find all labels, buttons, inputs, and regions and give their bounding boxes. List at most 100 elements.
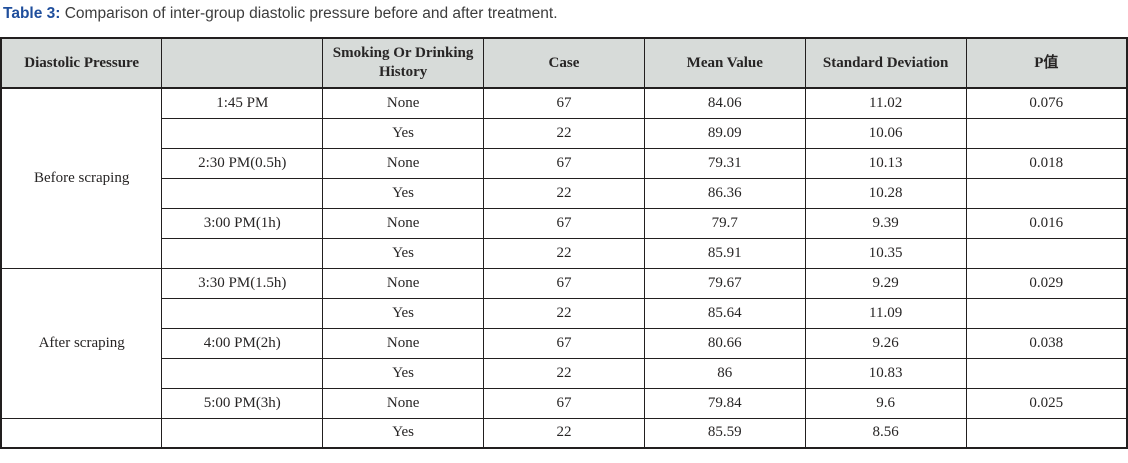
- table-row: 3:00 PM(1h) None 67 79.7 9.39 0.016: [1, 207, 1128, 239]
- cell-case: 67: [483, 207, 645, 239]
- cell-time: [161, 177, 324, 209]
- cell-case: 22: [483, 117, 645, 149]
- cell-history: None: [322, 147, 485, 179]
- cell-mean: 79.84: [643, 387, 806, 419]
- table-row: Yes 22 85.91 10.35: [1, 237, 1128, 269]
- cell-sd: 11.02: [804, 87, 967, 119]
- table-body: Before scraping 1:45 PM None 67 84.06 11…: [0, 87, 1128, 449]
- cell-sd: 10.83: [804, 357, 967, 389]
- cell-case: 22: [483, 177, 645, 209]
- cell-time: 4:00 PM(2h): [161, 327, 324, 359]
- cell-history: Yes: [322, 417, 485, 449]
- table-row: Yes 22 86 10.83: [1, 357, 1128, 389]
- cell-history: None: [322, 387, 485, 419]
- cell-time: 3:00 PM(1h): [161, 207, 324, 239]
- cell-case: 67: [483, 327, 645, 359]
- table-header: Diastolic Pressure Smoking Or Drinking H…: [0, 37, 1128, 89]
- cell-mean: 80.66: [643, 327, 806, 359]
- cell-p: [965, 357, 1128, 389]
- cell-p: 0.029: [965, 267, 1128, 299]
- header-row: Diastolic Pressure Smoking Or Drinking H…: [0, 37, 1128, 89]
- cell-mean: 79.31: [643, 147, 806, 179]
- cell-case: 67: [483, 267, 645, 299]
- cell-sd: 10.35: [804, 237, 967, 269]
- cell-case: 22: [483, 417, 645, 449]
- cell-time: 5:00 PM(3h): [161, 387, 324, 419]
- cell-p: [965, 177, 1128, 209]
- cell-history: Yes: [322, 117, 485, 149]
- table-row: Yes 22 85.59 8.56: [0, 417, 1128, 449]
- cell-history: None: [322, 87, 485, 119]
- cell-history: None: [322, 207, 485, 239]
- cell-p: [965, 237, 1128, 269]
- cell-sd: 9.26: [804, 327, 967, 359]
- cell-p: [965, 117, 1128, 149]
- cell-p: 0.076: [965, 87, 1128, 119]
- header-standard-deviation: Standard Deviation: [804, 37, 967, 89]
- header-diastolic-pressure: Diastolic Pressure: [0, 37, 163, 89]
- cell-time: [161, 297, 324, 329]
- cell-sd: 9.6: [804, 387, 967, 419]
- cell-time: [161, 417, 324, 449]
- cell-p: 0.016: [965, 207, 1128, 239]
- cell-mean: 86.36: [643, 177, 806, 209]
- cell-case: 67: [483, 147, 645, 179]
- cell-case: 22: [483, 357, 645, 389]
- cell-mean: 84.06: [643, 87, 806, 119]
- diastolic-pressure-table: Diastolic Pressure Smoking Or Drinking H…: [0, 37, 1128, 449]
- cell-time: 2:30 PM(0.5h): [161, 147, 324, 179]
- cell-time: 1:45 PM: [161, 87, 324, 119]
- cell-p: [965, 297, 1128, 329]
- table-caption: Table 3: Comparison of inter-group diast…: [0, 0, 1128, 37]
- cell-mean: 85.91: [643, 237, 806, 269]
- cell-case: 67: [483, 87, 645, 119]
- cell-time: [161, 237, 324, 269]
- cell-mean: 89.09: [643, 117, 806, 149]
- header-mean-value: Mean Value: [643, 37, 806, 89]
- table-row: Yes 22 89.09 10.06: [1, 117, 1128, 149]
- table-row: Yes 22 86.36 10.28: [1, 177, 1128, 209]
- cell-history: Yes: [322, 357, 485, 389]
- cell-history: None: [322, 327, 485, 359]
- cell-sd: 10.06: [804, 117, 967, 149]
- cell-sd: 11.09: [804, 297, 967, 329]
- cell-mean: 86: [643, 357, 806, 389]
- cell-history: None: [322, 267, 485, 299]
- table-row: Yes 22 85.64 11.09: [1, 297, 1128, 329]
- cell-p: 0.018: [965, 147, 1128, 179]
- table-row: Before scraping 1:45 PM None 67 84.06 11…: [0, 87, 1128, 269]
- cell-p: 0.038: [965, 327, 1128, 359]
- group-cell-empty: [0, 417, 163, 449]
- cell-sd: 10.13: [804, 147, 967, 179]
- header-smoking-drinking-history: Smoking Or Drinking History: [322, 37, 485, 89]
- table-row: After scraping 3:30 PM(1.5h) None 67 79.…: [0, 267, 1128, 419]
- cell-sd: 8.56: [804, 417, 967, 449]
- group-cell-before-scraping: Before scraping: [0, 87, 163, 269]
- cell-history: Yes: [322, 177, 485, 209]
- cell-history: Yes: [322, 237, 485, 269]
- cell-mean: 79.7: [643, 207, 806, 239]
- cell-time: [161, 117, 324, 149]
- cell-sd: 9.39: [804, 207, 967, 239]
- cell-history: Yes: [322, 297, 485, 329]
- cell-sd: 9.29: [804, 267, 967, 299]
- header-case: Case: [483, 37, 645, 89]
- table-row: 4:00 PM(2h) None 67 80.66 9.26 0.038: [1, 327, 1128, 359]
- cell-time: [161, 357, 324, 389]
- cell-mean: 79.67: [643, 267, 806, 299]
- header-p-value: P值: [965, 37, 1128, 89]
- table-row: 2:30 PM(0.5h) None 67 79.31 10.13 0.018: [1, 147, 1128, 179]
- cell-mean: 85.64: [643, 297, 806, 329]
- table-caption-text: Comparison of inter-group diastolic pres…: [60, 5, 558, 22]
- header-time: [161, 37, 324, 89]
- cell-p: 0.025: [965, 387, 1128, 419]
- cell-case: 22: [483, 297, 645, 329]
- cell-p: [965, 417, 1128, 449]
- table-row: 5:00 PM(3h) None 67 79.84 9.6 0.025: [1, 387, 1128, 419]
- cell-case: 67: [483, 387, 645, 419]
- table-caption-label: Table 3:: [3, 5, 61, 22]
- cell-mean: 85.59: [643, 417, 806, 449]
- cell-time: 3:30 PM(1.5h): [161, 267, 324, 299]
- group-cell-after-scraping: After scraping: [0, 267, 163, 419]
- cell-case: 22: [483, 237, 645, 269]
